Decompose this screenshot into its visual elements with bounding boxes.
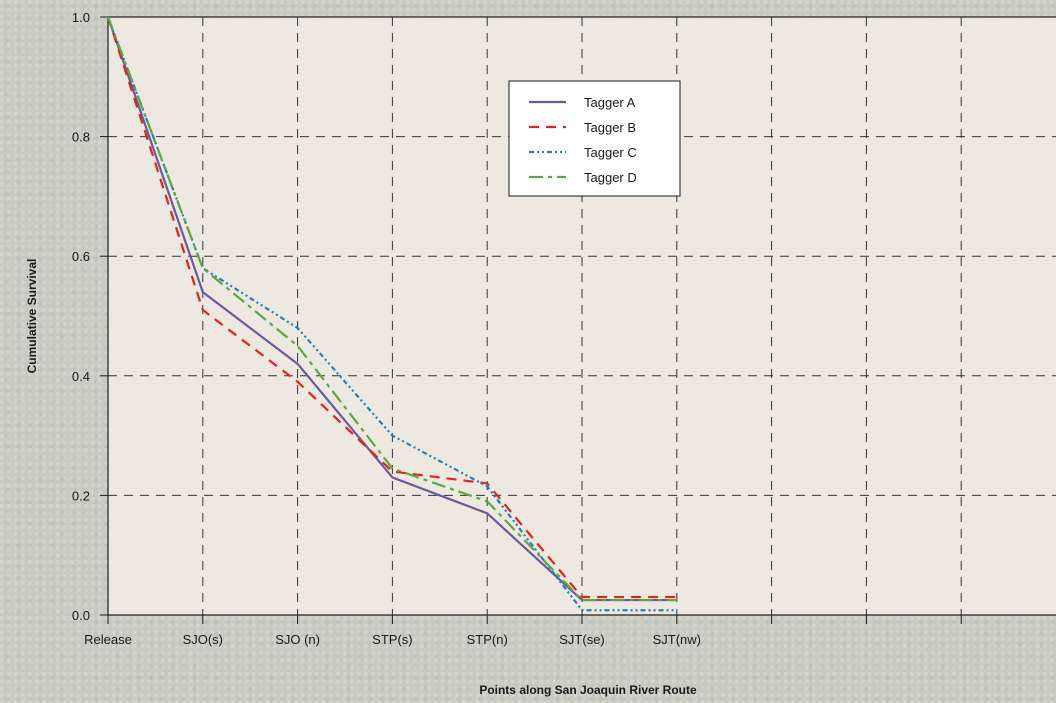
x-tick-label: SJO (n) xyxy=(275,632,320,647)
x-tick-label: Release xyxy=(84,632,132,647)
x-axis-label: Points along San Joaquin River Route xyxy=(479,683,697,697)
x-tick-label: SJT(nw) xyxy=(653,632,701,647)
y-tick-label: 0.2 xyxy=(72,488,90,503)
y-tick-label: 0.6 xyxy=(72,249,90,264)
grid-lines xyxy=(108,17,1056,615)
series-line-tagger-a xyxy=(106,16,677,602)
legend-entry: Tagger C xyxy=(584,145,637,160)
legend-entry: Tagger A xyxy=(584,95,636,110)
x-tick-label: STP(n) xyxy=(467,632,508,647)
legend-entry: Tagger D xyxy=(584,170,637,185)
y-tick-label: 0.8 xyxy=(72,130,90,145)
series-line-tagger-c xyxy=(106,16,677,612)
x-tick-label: SJT(se) xyxy=(559,632,605,647)
legend-entry: Tagger B xyxy=(584,120,636,135)
y-axis-label: Cumulative Survival xyxy=(25,259,39,374)
axis-ticks: 0.0 0.2 0.4 0.6 0.8 1.0 Release SJO(s) SJO (n) ST… xyxy=(72,10,962,647)
series-line-tagger-b xyxy=(106,16,677,599)
y-tick-label: 0.0 xyxy=(72,608,90,623)
x-tick-label: STP(s) xyxy=(372,632,412,647)
y-tick-label: 0.4 xyxy=(72,369,90,384)
x-tick-label: SJO(s) xyxy=(183,632,223,647)
series-lines xyxy=(106,16,677,612)
y-tick-label: 1.0 xyxy=(72,10,90,25)
legend: Tagger A Tagger B Tagger C Tagger D xyxy=(508,80,681,197)
